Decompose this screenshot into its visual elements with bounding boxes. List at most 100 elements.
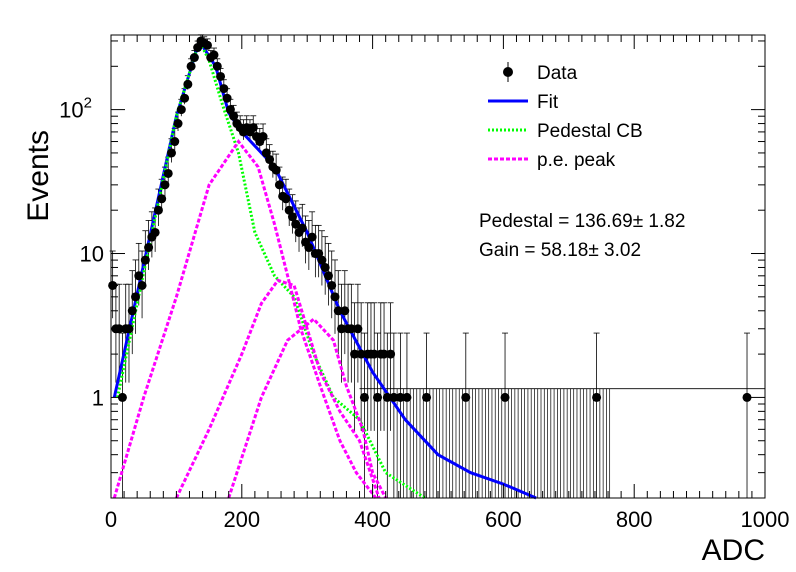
x-tick-label: 1000: [741, 507, 790, 532]
curve-fit: [112, 37, 537, 500]
x-tick-label: 0: [105, 507, 117, 532]
data-point: [212, 61, 222, 71]
data-point: [379, 349, 389, 359]
data-point: [386, 349, 396, 359]
data-point: [180, 93, 190, 103]
data-point: [176, 105, 186, 115]
data-point: [307, 232, 317, 242]
data-point: [389, 392, 399, 402]
data-point: [183, 79, 193, 89]
legend-label: Pedestal CB: [537, 121, 643, 142]
data-point: [137, 280, 147, 290]
x-axis-ticks: 0 200 400 600 800 1000: [105, 35, 790, 532]
legend-label: Data: [537, 63, 578, 84]
fit-result: Gain = 58.18± 3.02: [479, 240, 641, 261]
data-point: [346, 324, 356, 334]
data-error-bars: [109, 34, 765, 498]
data-point: [402, 392, 412, 402]
data-point: [353, 324, 363, 334]
data-point: [258, 132, 268, 142]
data-point: [592, 392, 602, 402]
legend-entry: Data: [503, 62, 578, 84]
data-point: [131, 292, 141, 302]
data-point: [500, 392, 510, 402]
y-tick-label: 1: [92, 385, 104, 410]
legend-label: Fit: [537, 92, 559, 113]
data-point: [382, 392, 392, 402]
curve-p-e-peak-3: [227, 317, 388, 499]
curve-p-e-peak-1: [112, 138, 378, 499]
legend: Data Fit Pedestal CB p.e. peak: [488, 62, 643, 171]
data-point: [330, 292, 340, 302]
x-tick-label: 200: [223, 507, 260, 532]
data-point: [359, 392, 369, 402]
x-tick-label: 800: [616, 507, 653, 532]
data-point: [323, 271, 333, 281]
fit-result: Pedestal = 136.69± 1.82: [479, 211, 685, 232]
data-point: [127, 306, 137, 316]
data-point: [170, 137, 180, 147]
data-point: [114, 324, 124, 334]
data-point: [281, 194, 291, 204]
data-point: [461, 392, 471, 402]
data-point: [222, 93, 232, 103]
x-tick-label: 400: [354, 507, 391, 532]
data-point: [140, 255, 150, 265]
x-axis-label: ADC: [702, 534, 765, 567]
curve-pedestal-cb: [116, 36, 426, 500]
data-point: [317, 255, 327, 265]
data-point: [229, 111, 239, 121]
data-point: [153, 205, 163, 215]
plot-frame: [110, 34, 766, 499]
data-point: [216, 71, 226, 81]
data-point: [327, 280, 337, 290]
data-point: [422, 392, 432, 402]
legend-entry: Pedestal CB: [488, 121, 643, 142]
legend-entry: Fit: [488, 92, 559, 113]
data-point: [134, 271, 144, 281]
data-point: [189, 53, 199, 63]
data-point: [248, 123, 258, 133]
data-point: [320, 262, 330, 272]
data-point: [271, 165, 281, 175]
fit-results: Pedestal = 136.69± 1.82 Gain = 58.18± 3.0…: [479, 211, 685, 261]
data-point: [395, 392, 405, 402]
legend-entry: p.e. peak: [488, 150, 616, 171]
data-point: [219, 84, 229, 94]
y-tick-label: 102: [59, 95, 92, 123]
data-point: [265, 155, 275, 165]
data-point: [340, 306, 350, 316]
data-point: [356, 349, 366, 359]
data-point: [160, 180, 170, 190]
data-point: [274, 180, 284, 190]
data-points: [108, 36, 752, 402]
data-point: [157, 194, 167, 204]
data-point: [350, 349, 360, 359]
y-axis-label: Events: [22, 130, 55, 222]
data-point: [291, 219, 301, 229]
data-point: [369, 349, 379, 359]
data-point: [150, 227, 160, 237]
data-point: [173, 119, 183, 129]
data-point: [163, 168, 173, 178]
data-point: [202, 40, 212, 50]
data-point: [186, 61, 196, 71]
x-tick-label: 600: [485, 507, 522, 532]
legend-marker: [503, 67, 513, 77]
data-point: [333, 306, 343, 316]
data-point: [337, 324, 347, 334]
legend-label: p.e. peak: [537, 150, 616, 171]
data-point: [124, 324, 134, 334]
data-point: [297, 223, 307, 233]
data-point: [742, 392, 752, 402]
y-axis-ticks: 1 10 102: [59, 40, 765, 499]
curve-p-e-peak-2: [175, 278, 381, 499]
data-point: [304, 243, 314, 253]
data-point: [373, 392, 383, 402]
data-point: [144, 243, 154, 253]
data-point: [209, 50, 219, 60]
data-point: [287, 212, 297, 222]
data-point: [166, 148, 176, 158]
y-tick-label: 10: [80, 242, 104, 267]
